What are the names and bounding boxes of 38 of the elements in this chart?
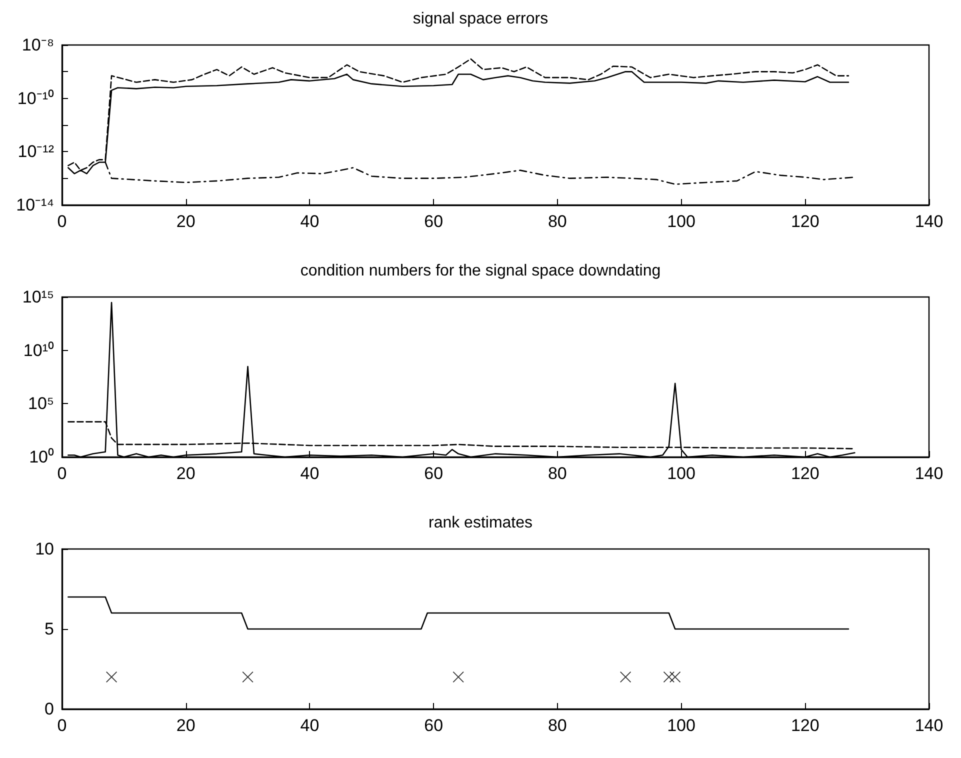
y-tick-label: 10⁻⁸: [22, 36, 54, 54]
y-tick-label: 10⁻¹⁴: [16, 196, 54, 214]
x-tick-label: 20: [176, 464, 196, 483]
x-tick-label: 40: [300, 212, 320, 231]
y-tick-label: 0: [44, 700, 54, 718]
x-tick-label: 40: [300, 464, 320, 483]
y-tick-label: 10⁻¹²: [18, 142, 54, 162]
x-tick-label: 0: [57, 464, 67, 483]
x-tick-label: 120: [790, 716, 820, 735]
y-tick-label: 5: [44, 620, 54, 638]
x-tick-label: 120: [790, 464, 820, 483]
x-tick-label: 100: [667, 716, 696, 735]
x-tick-label: 140: [914, 464, 944, 483]
y-tick-label: 10¹⁵: [22, 288, 54, 306]
y-tick-label: 10¹⁰: [23, 340, 54, 360]
y-tick-label: 10⁰: [29, 448, 54, 466]
x-tick-label: 60: [424, 716, 444, 735]
y-tick-label: 10⁻¹⁰: [17, 88, 54, 108]
x-tick-label: 140: [914, 716, 944, 735]
chart-title: signal space errors: [412, 10, 548, 28]
x-tick-label: 0: [57, 716, 67, 735]
x-tick-label: 60: [424, 212, 444, 231]
x-tick-label: 20: [176, 716, 196, 735]
x-tick-label: 20: [176, 212, 196, 231]
x-tick-label: 60: [424, 464, 444, 483]
y-tick-label: 10: [35, 540, 54, 558]
x-tick-label: 0: [57, 212, 67, 231]
x-tick-label: 100: [667, 212, 696, 231]
y-tick-label: 10⁵: [28, 394, 54, 414]
chart-title: rank estimates: [428, 514, 533, 532]
x-tick-label: 120: [790, 212, 820, 231]
x-tick-label: 140: [914, 212, 944, 231]
x-tick-label: 80: [548, 464, 567, 483]
x-tick-label: 40: [300, 716, 320, 735]
chart-title: condition numbers for the signal space downdating: [300, 262, 661, 280]
x-tick-label: 80: [548, 716, 567, 735]
x-tick-label: 100: [667, 464, 696, 483]
x-tick-label: 80: [548, 212, 567, 231]
